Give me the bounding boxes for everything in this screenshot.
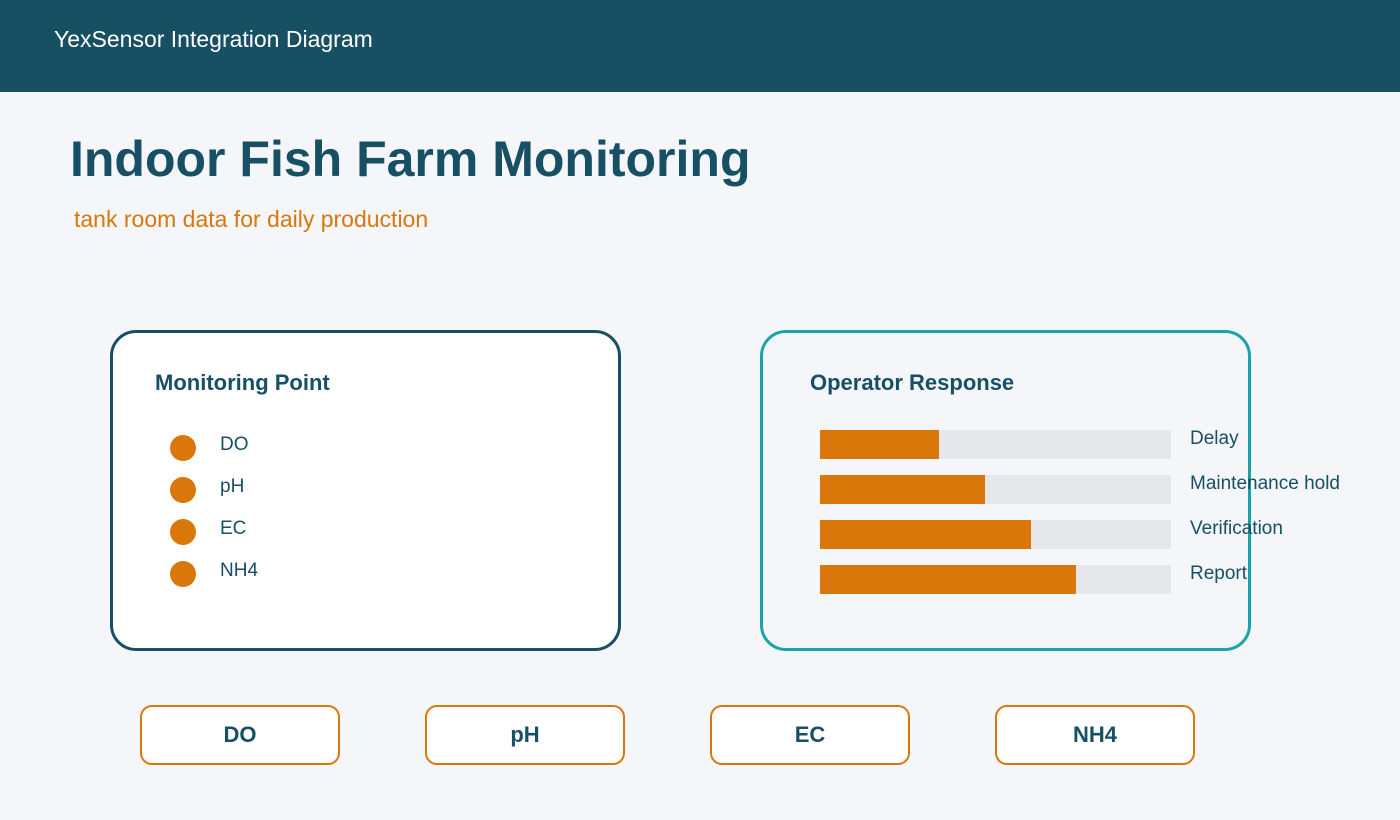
- bar-track: [820, 475, 1171, 504]
- bar-label: Verification: [1190, 518, 1283, 539]
- sensor-button[interactable]: EC: [710, 705, 910, 765]
- status-dot: [170, 561, 196, 587]
- bar-track: [820, 520, 1171, 549]
- monitoring-item: pH: [220, 476, 245, 497]
- status-dot: [170, 477, 196, 503]
- bar-track: [820, 565, 1171, 594]
- page-subtitle: tank room data for daily production: [74, 206, 429, 232]
- bar: [820, 475, 985, 504]
- sensor-button[interactable]: NH4: [995, 705, 1195, 765]
- page-title: Indoor Fish Farm Monitoring: [70, 131, 751, 187]
- monitoring-item: NH4: [220, 560, 259, 581]
- card-title: Operator Response: [810, 370, 1015, 395]
- response-card: [760, 330, 1251, 651]
- sensor-button[interactable]: DO: [140, 705, 340, 765]
- bar-track: [820, 430, 1171, 459]
- header-title: YexSensor Integration Diagram: [54, 26, 373, 52]
- monitoring-item: EC: [220, 518, 247, 539]
- bar-label: Maintenance hold: [1190, 473, 1340, 494]
- bar-label: Report: [1190, 563, 1248, 584]
- bar-label: Delay: [1190, 428, 1239, 449]
- bar: [820, 520, 1031, 549]
- card-title: Monitoring Point: [155, 370, 330, 395]
- bar: [820, 430, 940, 459]
- monitoring-item: DO: [220, 434, 249, 455]
- sensor-button[interactable]: pH: [425, 705, 625, 765]
- header-bar: [0, 0, 1400, 92]
- bar: [820, 565, 1077, 594]
- status-dot: [170, 435, 196, 461]
- status-dot: [170, 519, 196, 545]
